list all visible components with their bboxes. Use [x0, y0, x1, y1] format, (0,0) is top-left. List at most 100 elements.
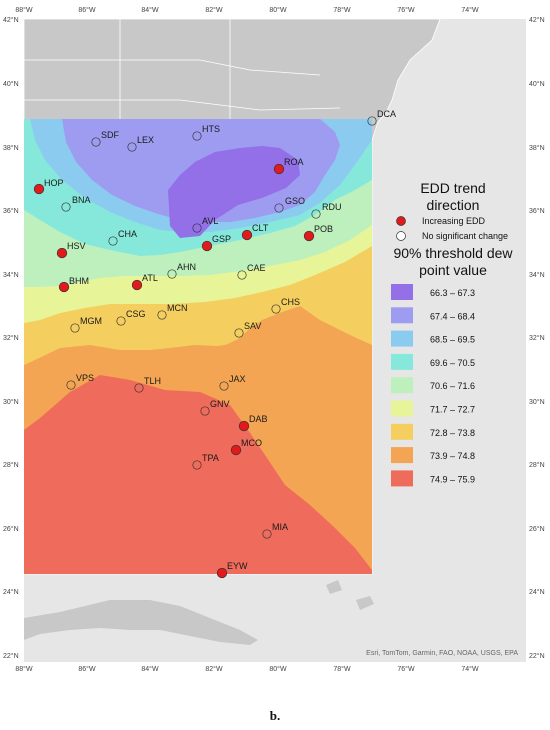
station-marker-sdf [91, 137, 101, 147]
legend-class-label-5: 70.6 – 71.6 [430, 381, 475, 391]
lat-tick-left-7: 30°N [3, 398, 19, 406]
station-label-mgm: MGM [80, 316, 102, 326]
station-label-mia: MIA [272, 522, 288, 532]
station-marker-hsv [56, 247, 68, 259]
lat-tick-right-10: 24°N [529, 588, 545, 596]
legend-class-label-4: 69.6 – 70.5 [430, 358, 475, 368]
station-label-jax: JAX [229, 374, 246, 384]
station-marker-jax [219, 381, 229, 391]
station-marker-vps [66, 380, 76, 390]
legend-class-label-8: 73.9 – 74.8 [430, 451, 475, 461]
lat-tick-right-4: 36°N [529, 207, 545, 215]
legend-swatch-1 [391, 284, 413, 300]
station-marker-ahn [167, 269, 177, 279]
lon-tick-top-1: 88°W [15, 6, 33, 14]
lat-tick-left-8: 28°N [3, 461, 19, 469]
legend-swatch-2 [391, 307, 413, 324]
lon-tick-bottom-5: 80°W [269, 665, 287, 673]
lat-tick-right-3: 38°N [529, 144, 545, 152]
lon-tick-top-3: 84°W [141, 6, 159, 14]
legend-swatch-7 [391, 423, 413, 440]
station-marker-clt [241, 229, 253, 241]
lon-tick-bottom-4: 82°W [205, 665, 223, 673]
station-label-bhm: BHM [69, 276, 89, 286]
station-label-rdu: RDU [322, 202, 342, 212]
station-marker-rdu [311, 209, 321, 219]
station-label-clt: CLT [252, 223, 269, 233]
station-label-mcn: MCN [167, 303, 188, 313]
station-marker-cae [237, 270, 247, 280]
dewpoint-raster [24, 119, 372, 574]
station-label-eyw: EYW [227, 561, 248, 571]
station-label-bna: BNA [72, 195, 91, 205]
station-label-gso: GSO [285, 196, 305, 206]
lat-tick-left-6: 32°N [3, 334, 19, 342]
bahamas-islands [300, 552, 374, 610]
legend-class-label-2: 67.4 – 68.4 [430, 311, 475, 321]
station-label-vps: VPS [76, 373, 94, 383]
lat-tick-left-2: 40°N [3, 80, 19, 88]
legend-swatch-5 [391, 377, 413, 394]
station-marker-mgm [70, 323, 80, 333]
lat-tick-right-6: 32°N [529, 334, 545, 342]
stations: DCA HTS SDF LEX ROA HOP BNA GSO RDU AVL CLT POB CHA G… [33, 109, 396, 579]
map-attribution: Esri, TomTom, Garmin, FAO, NOAA, USGS, E… [366, 650, 518, 657]
lon-tick-top-7: 76°W [397, 6, 415, 14]
band-66.3-67.3 [168, 146, 300, 238]
station-marker-gsp [201, 240, 213, 252]
station-label-avl: AVL [202, 216, 218, 226]
lat-tick-left-10: 24°N [3, 588, 19, 596]
station-marker-tpa [192, 460, 202, 470]
lon-tick-top-2: 86°W [78, 6, 96, 14]
station-marker-csg [116, 316, 126, 326]
cuba-island [24, 600, 258, 645]
legend-class-label-3: 68.5 – 69.5 [430, 335, 475, 345]
station-label-csg: CSG [126, 309, 146, 319]
lon-tick-top-6: 78°W [333, 6, 351, 14]
station-label-gnv: GNV [210, 399, 230, 409]
lat-tick-right-5: 34°N [529, 271, 545, 279]
lat-tick-right-7: 30°N [529, 398, 545, 406]
increasing-edd-label: Increasing EDD [422, 216, 486, 226]
lon-tick-top-8: 74°W [461, 6, 479, 14]
station-label-dab: DAB [249, 414, 268, 424]
no-change-label: No significant change [422, 231, 508, 241]
lon-tick-bottom-8: 74°W [461, 665, 479, 673]
station-label-hop: HOP [44, 178, 64, 188]
station-marker-bhm [58, 281, 70, 293]
lat-tick-left-4: 36°N [3, 207, 19, 215]
station-label-roa: ROA [284, 157, 304, 167]
station-label-dca: DCA [377, 109, 396, 119]
lat-tick-right-2: 40°N [529, 80, 545, 88]
station-label-ahn: AHN [177, 262, 196, 272]
trend-legend-title-line2: direction [427, 197, 480, 213]
station-label-hsv: HSV [67, 241, 86, 251]
station-marker-avl [192, 223, 202, 233]
station-marker-dca [367, 116, 377, 126]
dewpoint-class-legend: 66.3 – 67.3 67.4 – 68.4 68.5 – 69.5 69.6 – … [391, 284, 475, 487]
station-marker-pob [303, 230, 315, 242]
station-marker-mco [230, 444, 242, 456]
station-label-cae: CAE [247, 263, 266, 273]
legend-swatch-3 [391, 330, 413, 347]
station-label-tlh: TLH [144, 376, 161, 386]
station-label-chs: CHS [281, 297, 300, 307]
lat-tick-right-11: 22°N [529, 652, 545, 660]
lon-tick-bottom-3: 84°W [141, 665, 159, 673]
lon-tick-bottom-7: 76°W [397, 665, 415, 673]
no-change-symbol [396, 231, 406, 241]
lat-tick-right-1: 42°N [529, 16, 545, 24]
station-marker-cha [108, 236, 118, 246]
legend-swatch-9 [391, 470, 413, 487]
station-marker-sav [234, 328, 244, 338]
station-label-lex: LEX [137, 135, 154, 145]
station-marker-chs [271, 304, 281, 314]
station-marker-tlh [134, 383, 144, 393]
station-marker-lex [127, 142, 137, 152]
station-marker-mcn [157, 310, 167, 320]
station-marker-roa [273, 163, 285, 175]
legend-swatch-6 [391, 400, 413, 417]
threshold-legend-title-line2: point value [419, 262, 487, 278]
legend-class-label-1: 66.3 – 67.3 [430, 288, 475, 298]
